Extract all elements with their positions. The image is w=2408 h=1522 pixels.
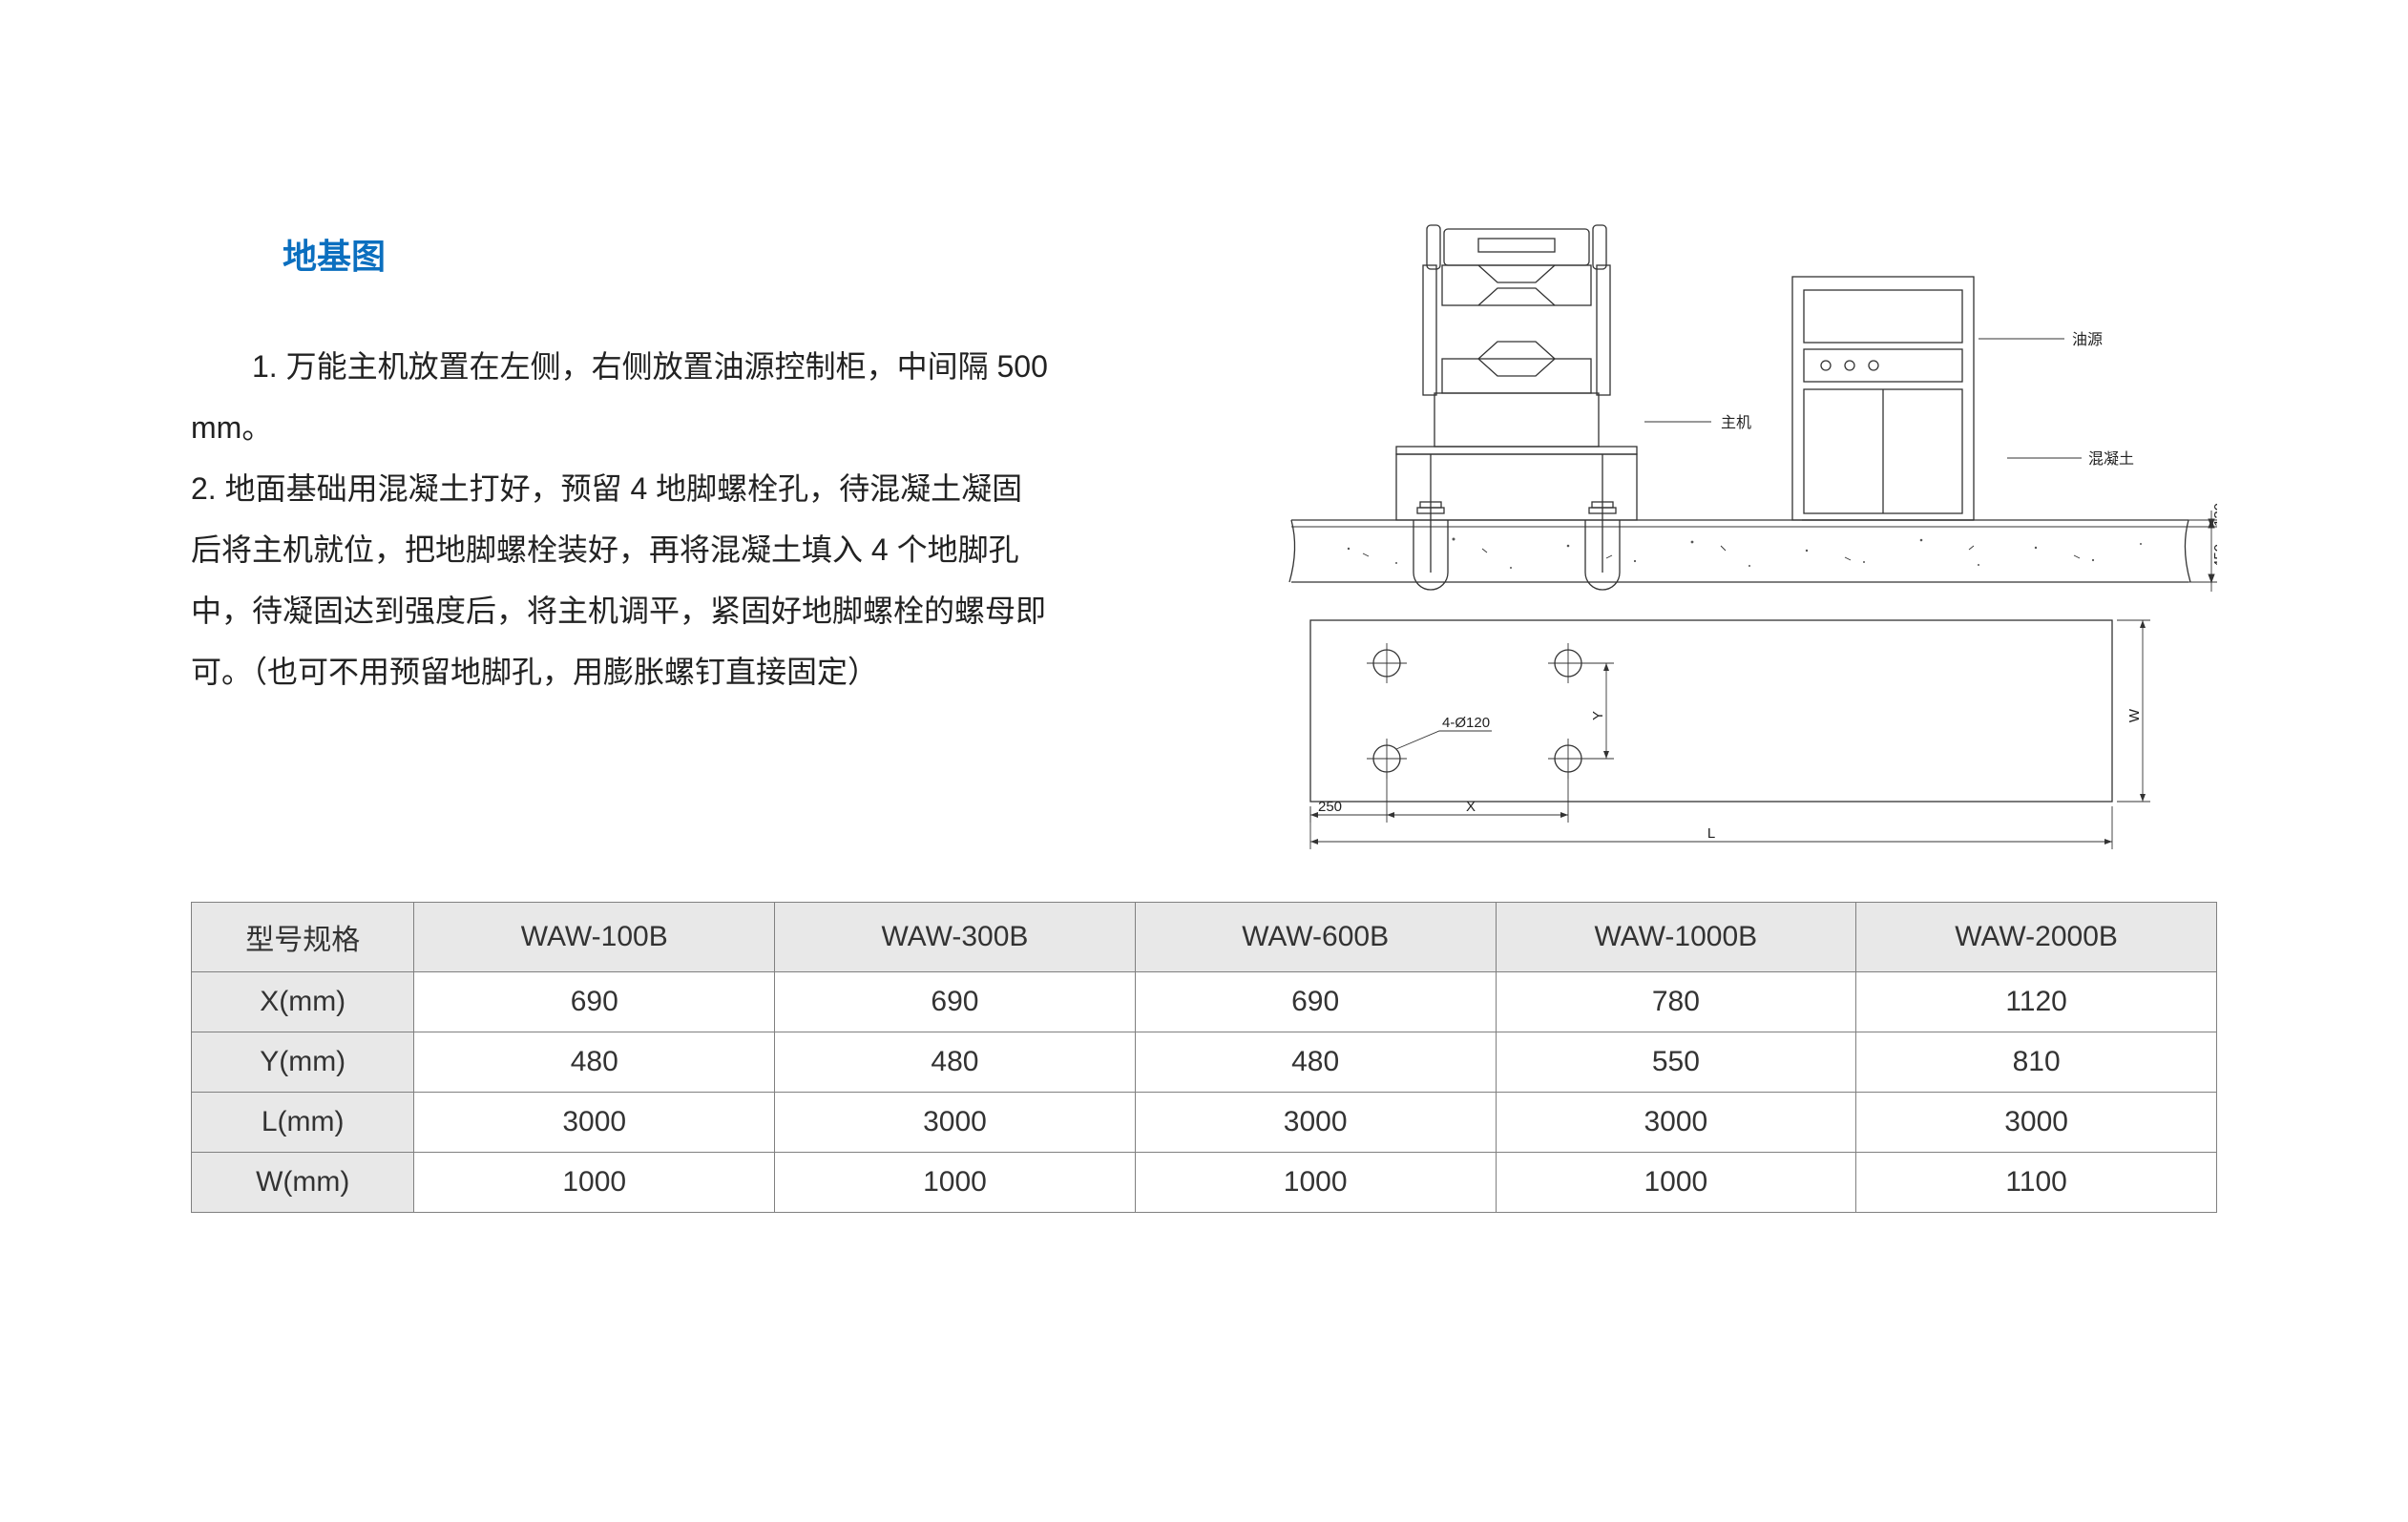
- cell: 1000: [414, 1153, 775, 1213]
- row-header: X(mm): [192, 972, 414, 1032]
- hole-note: 4-Ø120: [1442, 715, 1490, 731]
- anchor-bolt-well-icon: [1413, 454, 1448, 590]
- cell: 690: [775, 972, 1136, 1032]
- dim-250: 250: [1318, 799, 1342, 815]
- dim-130: 130: [2211, 503, 2217, 527]
- cell: 3000: [1856, 1093, 2217, 1153]
- paragraph-2: 2. 地面基础用混凝土打好，预留 4 地脚螺栓孔，待混凝土凝固后将主机就位，把地…: [191, 458, 1050, 702]
- section-title: 地基图: [283, 229, 1050, 279]
- table-header-row: 型号规格 WAW-100B WAW-300B WAW-600B WAW-1000…: [192, 903, 2217, 972]
- table-row: Y(mm) 480 480 480 550 810: [192, 1032, 2217, 1093]
- oil-source-cabinet-icon: [1792, 277, 1974, 520]
- cell: 690: [414, 972, 775, 1032]
- col-header: WAW-2000B: [1856, 903, 2217, 972]
- col-header: 型号规格: [192, 903, 414, 972]
- cell: 3000: [1135, 1093, 1496, 1153]
- cell: 810: [1856, 1032, 2217, 1093]
- dim-w: W: [2126, 708, 2143, 722]
- table-row: L(mm) 3000 3000 3000 3000 3000: [192, 1093, 2217, 1153]
- cell: 780: [1496, 972, 1856, 1032]
- main-machine-icon: [1396, 225, 1637, 520]
- col-header: WAW-300B: [775, 903, 1136, 972]
- bolt-hole-icon: [1548, 643, 1588, 683]
- anchor-bolt-well-icon: [1585, 454, 1620, 590]
- col-header: WAW-600B: [1135, 903, 1496, 972]
- cell: 3000: [1496, 1093, 1856, 1153]
- row-header: Y(mm): [192, 1032, 414, 1093]
- bolt-hole-icon: [1548, 739, 1588, 779]
- cell: 480: [414, 1032, 775, 1093]
- cell: 480: [1135, 1032, 1496, 1093]
- table-row: W(mm) 1000 1000 1000 1000 1100: [192, 1153, 2217, 1213]
- cell: 1120: [1856, 972, 2217, 1032]
- label-oil-source: 油源: [2072, 331, 2103, 348]
- text-block: 地基图 1. 万能主机放置在左侧，右侧放置油源控制柜，中间隔 500 mm。 2…: [191, 172, 1050, 864]
- dim-l: L: [1707, 825, 1715, 842]
- cell: 1000: [1135, 1153, 1496, 1213]
- cell: 3000: [414, 1093, 775, 1153]
- bolt-hole-icon: [1367, 643, 1407, 683]
- foundation-diagram: 主机 油源 混凝土 130 450: [1282, 172, 2217, 864]
- paragraph-1: 1. 万能主机放置在左侧，右侧放置油源控制柜，中间隔 500 mm。: [191, 336, 1050, 458]
- dim-y: Y: [1590, 711, 1606, 720]
- dim-x: X: [1466, 799, 1476, 815]
- col-header: WAW-100B: [414, 903, 775, 972]
- label-main-machine: 主机: [1721, 414, 1751, 431]
- cell: 690: [1135, 972, 1496, 1032]
- row-header: W(mm): [192, 1153, 414, 1213]
- label-concrete: 混凝土: [2088, 450, 2134, 468]
- cell: 550: [1496, 1032, 1856, 1093]
- spec-table: 型号规格 WAW-100B WAW-300B WAW-600B WAW-1000…: [191, 902, 2217, 1213]
- cell: 1000: [1496, 1153, 1856, 1213]
- cell: 3000: [775, 1093, 1136, 1153]
- cell: 480: [775, 1032, 1136, 1093]
- upper-section: 地基图 1. 万能主机放置在左侧，右侧放置油源控制柜，中间隔 500 mm。 2…: [191, 172, 2217, 864]
- cell: 1100: [1856, 1153, 2217, 1213]
- col-header: WAW-1000B: [1496, 903, 1856, 972]
- cell: 1000: [775, 1153, 1136, 1213]
- bolt-hole-icon: [1367, 739, 1407, 779]
- row-header: L(mm): [192, 1093, 414, 1153]
- table-row: X(mm) 690 690 690 780 1120: [192, 972, 2217, 1032]
- dim-450: 450: [2211, 544, 2217, 568]
